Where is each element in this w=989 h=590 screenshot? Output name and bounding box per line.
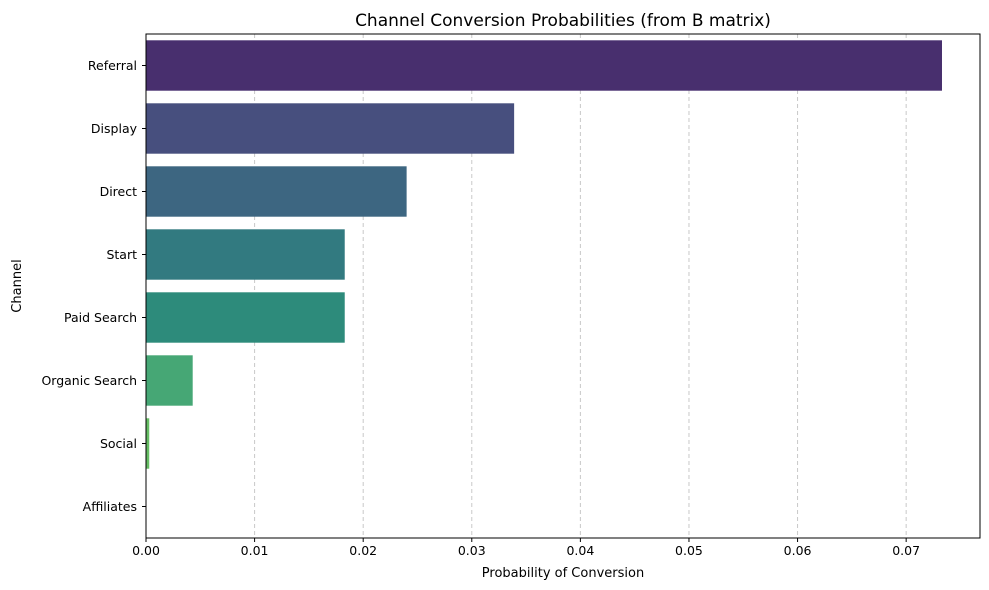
y-tick-label-affiliates: Affiliates	[83, 499, 137, 514]
bar-organic-search	[146, 355, 193, 406]
bar-display	[146, 103, 515, 154]
x-tick-label-0.02: 0.02	[349, 543, 377, 558]
x-tick-label-0.03: 0.03	[458, 543, 486, 558]
bar-referral	[146, 40, 942, 91]
bar-paid-search	[146, 292, 345, 343]
x-tick-label-0.07: 0.07	[892, 543, 920, 558]
x-tick-label-0.04: 0.04	[566, 543, 594, 558]
x-tick-label-0.00: 0.00	[132, 543, 160, 558]
bar-direct	[146, 166, 407, 217]
y-axis-label: Channel	[10, 259, 25, 312]
bar-social	[146, 418, 150, 469]
y-tick-label-referral: Referral	[88, 58, 137, 73]
x-axis-label: Probability of Conversion	[482, 566, 644, 581]
chart-title: Channel Conversion Probabilities (from B…	[355, 11, 771, 31]
y-tick-label-direct: Direct	[100, 184, 138, 199]
x-axis-ticks: 0.00 0.01 0.02 0.03 0.04 0.05 0.06 0.07	[132, 538, 920, 558]
bars	[146, 40, 942, 469]
x-tick-label-0.05: 0.05	[675, 543, 703, 558]
y-tick-label-display: Display	[91, 121, 138, 136]
y-axis-ticks: Referral Display Direct Start Paid Search Org…	[41, 58, 146, 514]
bar-start	[146, 229, 345, 280]
y-tick-label-social: Social	[100, 436, 137, 451]
x-tick-label-0.01: 0.01	[241, 543, 269, 558]
y-tick-label-paid-search: Paid Search	[64, 310, 137, 325]
x-tick-label-0.06: 0.06	[784, 543, 812, 558]
y-tick-label-start: Start	[106, 247, 137, 262]
plot-frame	[145, 33, 981, 539]
y-tick-label-organic-search: Organic Search	[41, 373, 137, 388]
